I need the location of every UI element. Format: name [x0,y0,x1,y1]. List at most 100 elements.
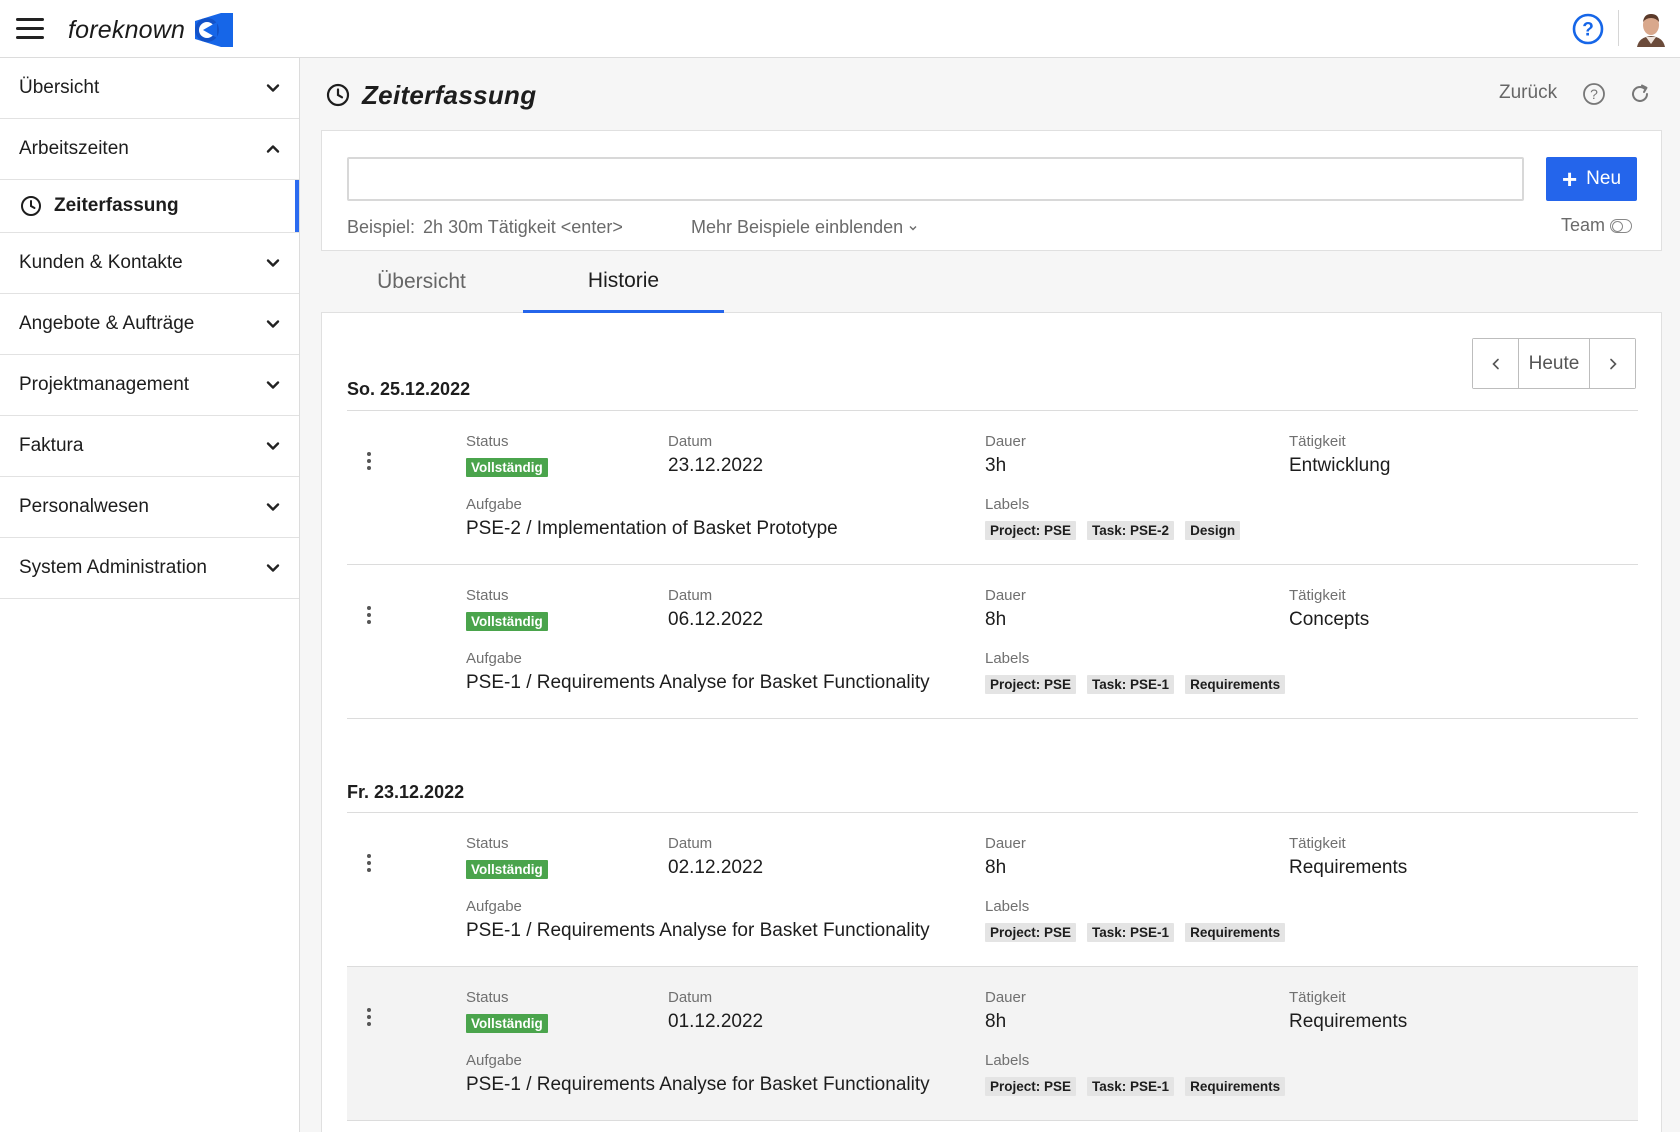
divider [347,812,1638,813]
label-chips: Project: PSE Task: PSE-1 Requirements [985,923,1296,942]
dauer-value: 8h [985,609,1007,630]
clock-icon [326,83,350,107]
example-label: Beispiel: [347,217,416,237]
sidebar-item-label: Kunden & Kontakte [19,252,183,273]
refresh-icon[interactable] [1628,82,1652,106]
svg-text:?: ? [1590,86,1598,102]
logo-mark-icon [195,13,234,47]
dauer-value: 3h [985,455,1007,476]
label-chip: Requirements [1185,675,1286,694]
taetigkeit-label: Tätigkeit [1289,989,1346,1006]
back-button[interactable]: Zurück [1499,82,1558,103]
label-chip: Requirements [1185,923,1286,942]
user-avatar[interactable] [1634,11,1668,47]
help-icon[interactable]: ? [1572,13,1604,45]
toggle-switch[interactable] [1610,218,1633,233]
team-toggle[interactable]: Team [1561,215,1633,236]
aufgabe-value: PSE-2 / Implementation of Basket Prototy… [466,518,838,539]
more-options-icon[interactable] [365,452,373,474]
svg-text:?: ? [1582,20,1594,41]
logo-text: foreknown [68,15,186,44]
time-entry[interactable]: Status Vollständig Datum 01.12.2022 Daue… [347,967,1638,1121]
label-chip: Project: PSE [985,1077,1077,1096]
divider [347,410,1638,411]
datum-label: Datum [668,433,713,450]
dauer-label: Dauer [985,989,1026,1006]
dauer-value: 8h [985,1011,1007,1032]
more-options-icon[interactable] [365,1008,373,1030]
taetigkeit-label: Tätigkeit [1289,835,1346,852]
menu-icon[interactable] [16,18,44,40]
tab-bar: Übersicht Historie [321,251,1662,313]
label-chip: Design [1185,521,1241,540]
plus-icon: + [1561,164,1578,194]
label-chip: Project: PSE [985,675,1077,694]
label-chip: Task: PSE-1 [1087,675,1175,694]
time-entry[interactable]: Status Vollständig Datum 02.12.2022 Daue… [347,813,1638,967]
more-options-icon[interactable] [365,854,373,876]
example-value: 2h 30m Tätigkeit <enter> [423,217,623,237]
chevron-right-icon [1609,358,1617,369]
sidebar-item-personalwesen[interactable]: Personalwesen [0,477,299,538]
sidebar-item-label: Faktura [19,435,84,456]
more-examples-link[interactable]: Mehr Beispiele einblenden [691,217,918,238]
sidebar-item-angebote-auftraege[interactable]: Angebote & Aufträge [0,294,299,355]
next-button[interactable] [1590,339,1635,388]
active-indicator [295,180,299,232]
top-divider [1618,10,1619,46]
sidebar-item-projektmanagement[interactable]: Projektmanagement [0,355,299,416]
sidebar-item-zeiterfassung[interactable]: Zeiterfassung [0,180,299,233]
sidebar-item-arbeitszeiten[interactable]: Arbeitszeiten [0,119,299,180]
labels-label: Labels [985,898,1030,915]
top-bar: foreknown ? [0,0,1680,58]
new-button[interactable]: + Neu [1546,157,1637,201]
date-pager: Heute [1472,338,1636,389]
sidebar-item-label: Übersicht [19,77,100,98]
sidebar-item-label: Projektmanagement [19,374,190,395]
tab-uebersicht[interactable]: Übersicht [377,270,466,293]
page-header: Zeiterfassung [326,78,536,112]
taetigkeit-value: Requirements [1289,857,1408,878]
datum-value: 06.12.2022 [668,609,764,630]
sidebar-sub-label: Zeiterfassung [54,195,179,216]
sidebar-item-uebersicht[interactable]: Übersicht [0,58,299,119]
status-label: Status [466,433,509,450]
help-icon[interactable]: ? [1582,82,1606,106]
aufgabe-label: Aufgabe [466,650,522,667]
label-chip: Project: PSE [985,923,1077,942]
chevron-down-icon [266,381,280,389]
sidebar-item-kunden-kontakte[interactable]: Kunden & Kontakte [0,233,299,294]
sidebar-item-label: System Administration [19,557,207,578]
clock-icon [21,196,41,216]
taetigkeit-label: Tätigkeit [1289,587,1346,604]
quick-entry-input[interactable] [347,157,1524,201]
more-options-icon[interactable] [365,606,373,628]
today-button[interactable]: Heute [1518,339,1590,388]
label-chip: Project: PSE [985,521,1077,540]
dauer-label: Dauer [985,835,1026,852]
time-entry[interactable]: Status Vollständig Datum 23.12.2022 Daue… [347,411,1638,565]
labels-label: Labels [985,1052,1030,1069]
label-chip: Task: PSE-1 [1087,923,1175,942]
status-badge: Vollständig [466,1014,548,1033]
status-badge: Vollständig [466,612,548,631]
quick-entry-panel: + Neu Beispiel: 2h 30m Tätigkeit <enter> … [321,130,1662,251]
dauer-label: Dauer [985,587,1026,604]
chevron-down-icon [266,503,280,511]
aufgabe-value: PSE-1 / Requirements Analyse for Basket … [466,672,930,693]
history-content: Heute So. 25.12.2022 Status Vollständig … [321,313,1662,1132]
sidebar-item-faktura[interactable]: Faktura [0,416,299,477]
chevron-down-icon [909,226,917,231]
sidebar-item-label: Arbeitszeiten [19,138,129,159]
status-badge: Vollständig [466,860,548,879]
tab-historie[interactable]: Historie [523,251,724,313]
chevron-down-icon [266,259,280,267]
time-entry[interactable]: Status Vollständig Datum 06.12.2022 Daue… [347,565,1638,719]
sidebar-item-system-administration[interactable]: System Administration [0,538,299,599]
taetigkeit-value: Requirements [1289,1011,1408,1032]
labels-label: Labels [985,650,1030,667]
sidebar-item-label: Angebote & Aufträge [19,313,195,334]
datum-value: 01.12.2022 [668,1011,764,1032]
app-logo[interactable]: foreknown [68,13,235,47]
prev-button[interactable] [1473,339,1518,388]
